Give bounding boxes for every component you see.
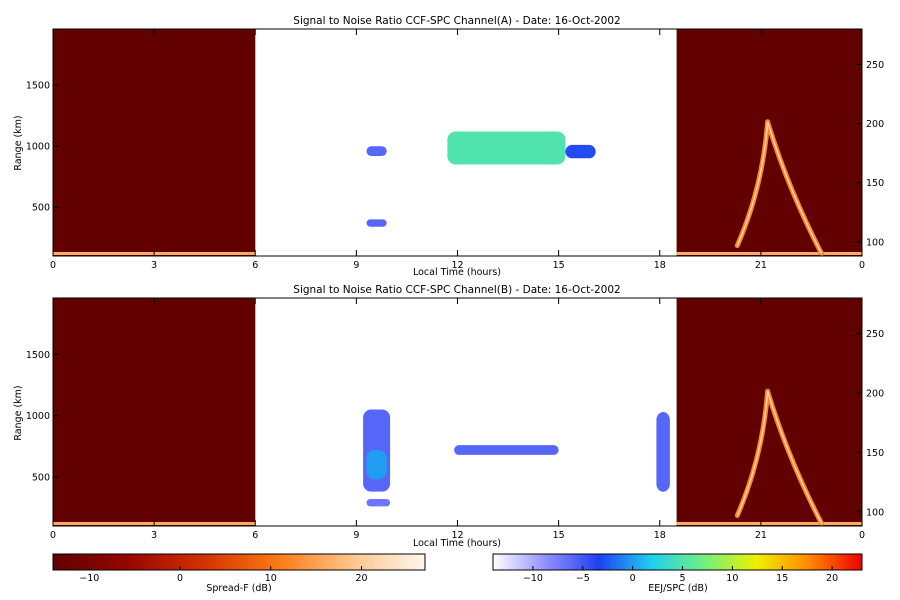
y-tick-label: 1500 <box>26 81 50 92</box>
x-tick-label: 12 <box>451 530 463 541</box>
x-tick-label: 6 <box>252 260 258 271</box>
echo-region-3 <box>447 131 566 165</box>
echo-region-5 <box>454 445 559 455</box>
spread-f-base-strip-1 <box>676 522 862 525</box>
colorbar-tick-label: 0 <box>630 573 636 584</box>
y2-tick-label: 150 <box>866 448 884 459</box>
echo-region-6 <box>656 412 670 492</box>
x-tick-label: 0 <box>50 260 56 271</box>
spread-f-block-0 <box>53 298 256 526</box>
colorbar-tick-label: 10 <box>726 573 738 584</box>
spread-f-block-0 <box>53 29 256 256</box>
panel-a-ylabel: Range (km) <box>13 115 24 170</box>
panel-a-title: Signal to Noise Ratio CCF-SPC Channel(A)… <box>293 15 620 27</box>
echo-region-3 <box>366 450 387 480</box>
panel-b-xlabel: Local Time (hours) <box>413 538 501 549</box>
echo-region-5 <box>366 146 387 156</box>
y2-tick-label: 200 <box>866 389 884 400</box>
x-tick-label: 0 <box>859 530 865 541</box>
colorbar-tick-label: −10 <box>79 573 99 584</box>
x-tick-label: 18 <box>654 260 666 271</box>
colorbar-tick-label: 15 <box>776 573 788 584</box>
echo-region-6 <box>366 219 387 227</box>
x-tick-label: 0 <box>859 260 865 271</box>
y2-tick-label: 200 <box>866 119 884 130</box>
x-tick-label: 15 <box>553 260 565 271</box>
colorbar-eej-spc: −10 −5 0 5 10 15 20 <box>492 553 863 584</box>
y2-tick-label: 150 <box>866 178 884 189</box>
y2-tick-label: 250 <box>866 329 884 340</box>
colorbar-tick-label: 20 <box>355 573 367 584</box>
colorbar-tick-label: 20 <box>826 573 838 584</box>
y-tick-label: 1000 <box>26 411 50 422</box>
x-tick-label: 3 <box>151 260 157 271</box>
echo-region-4 <box>565 144 596 159</box>
echo-region-4 <box>366 499 391 507</box>
plume-core-0 <box>736 121 823 255</box>
colorbar-tick-label: 10 <box>265 573 277 584</box>
x-tick-label: 15 <box>553 530 565 541</box>
panel-a-xlabel: Local Time (hours) <box>413 267 501 278</box>
plume-core-0 <box>736 390 823 525</box>
y-tick-label: 500 <box>32 203 50 214</box>
panel-a-plot-area: 0 3 6 9 12 15 18 21 0 500 1000 1500 100 150 200 250 <box>26 28 884 271</box>
x-tick-label: 0 <box>50 530 56 541</box>
panel-b-plot-area: 0 3 6 9 12 15 18 21 0 500 1000 1500 100 150 200 250 <box>26 297 884 541</box>
x-tick-label: 6 <box>252 530 258 541</box>
y2-tick-label: 250 <box>866 60 884 71</box>
spread-f-block-1 <box>676 298 862 526</box>
spread-f-base-strip-1 <box>676 252 862 255</box>
panel-b-title: Signal to Noise Ratio CCF-SPC Channel(B)… <box>293 284 620 296</box>
colorbar-spread-f-label: Spread-F (dB) <box>206 583 271 594</box>
x-tick-label: 9 <box>353 530 359 541</box>
colorbar-tick-label: 0 <box>177 573 183 584</box>
colorbar-eej-spc-label: EEJ/SPC (dB) <box>648 583 707 594</box>
panel-channel-a: Signal to Noise Ratio CCF-SPC Channel(A)… <box>13 15 884 278</box>
y2-tick-label: 100 <box>866 507 884 518</box>
x-tick-label: 12 <box>451 260 463 271</box>
colorbar-tick-label: 5 <box>679 573 685 584</box>
panel-b-ylabel: Range (km) <box>13 385 24 440</box>
colorbar-spread-f: −10 0 10 20 <box>52 553 426 584</box>
y-tick-label: 1500 <box>26 350 50 361</box>
y2-tick-label: 100 <box>866 237 884 248</box>
colorbar-tick-label: −10 <box>523 573 543 584</box>
spread-f-block-1 <box>676 29 862 256</box>
colorbar-gradient <box>52 553 426 571</box>
colorbar-gradient <box>492 553 863 571</box>
panel-channel-b: Signal to Noise Ratio CCF-SPC Channel(B)… <box>13 284 884 549</box>
x-tick-label: 18 <box>654 530 666 541</box>
y-tick-label: 1000 <box>26 142 50 153</box>
x-tick-label: 21 <box>755 530 767 541</box>
x-tick-label: 21 <box>755 260 767 271</box>
x-tick-label: 3 <box>151 530 157 541</box>
y-tick-label: 500 <box>32 472 50 483</box>
colorbar-tick-label: −5 <box>576 573 590 584</box>
x-tick-label: 9 <box>353 260 359 271</box>
